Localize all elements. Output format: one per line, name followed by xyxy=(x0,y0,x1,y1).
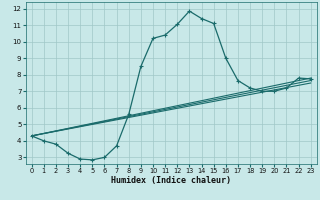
X-axis label: Humidex (Indice chaleur): Humidex (Indice chaleur) xyxy=(111,176,231,185)
